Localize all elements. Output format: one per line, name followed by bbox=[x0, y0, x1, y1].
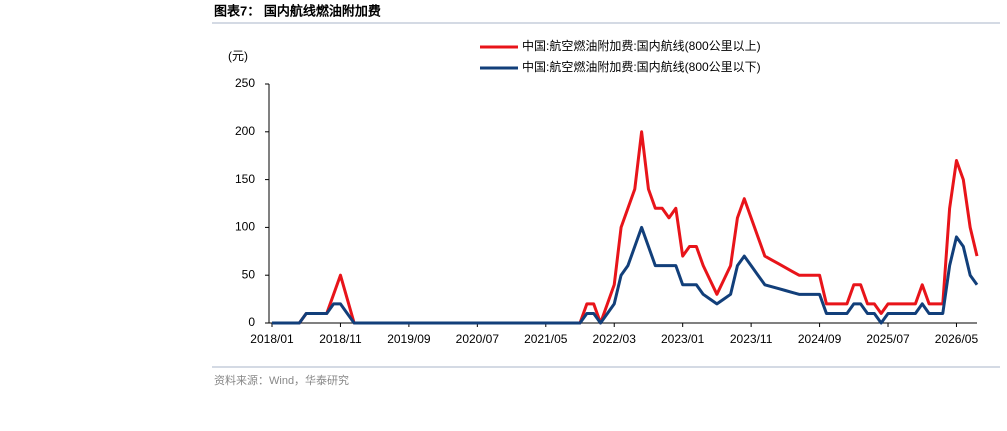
x-tick-label: 2023/01 bbox=[661, 332, 705, 346]
legend-label: 中国:航空燃油附加费:国内航线(800公里以上) bbox=[522, 38, 761, 53]
y-tick-label: 250 bbox=[235, 76, 255, 90]
chart-title: 图表7： 国内航线燃油附加费 bbox=[214, 3, 381, 18]
x-tick-label: 2026/05 bbox=[935, 332, 979, 346]
data-line bbox=[272, 130, 979, 325]
x-tick-label: 2020/07 bbox=[456, 332, 500, 346]
data-line bbox=[272, 225, 979, 325]
x-tick-label: 2025/07 bbox=[866, 332, 910, 346]
x-tick-label: 2021/05 bbox=[524, 332, 568, 346]
source: 资料来源：Wind，华泰研究 bbox=[214, 373, 349, 387]
x-tick-label: 2018/11 bbox=[319, 332, 362, 346]
x-tick-label: 2018/01 bbox=[250, 332, 294, 346]
x-tick-label: 2022/03 bbox=[593, 332, 637, 346]
y-tick-label: 150 bbox=[235, 172, 255, 186]
y-tick-label: 200 bbox=[235, 124, 255, 138]
y-tick-label: 0 bbox=[248, 315, 255, 329]
x-tick-label: 2024/09 bbox=[798, 332, 842, 346]
legend-label: 中国:航空燃油附加费:国内航线(800公里以下) bbox=[522, 59, 761, 74]
y-axis-label: (元) bbox=[228, 49, 248, 63]
y-tick-label: 50 bbox=[242, 267, 256, 281]
x-tick-label: 2019/09 bbox=[387, 332, 431, 346]
y-tick-label: 100 bbox=[235, 220, 255, 234]
x-tick-label: 2023/11 bbox=[730, 332, 773, 346]
